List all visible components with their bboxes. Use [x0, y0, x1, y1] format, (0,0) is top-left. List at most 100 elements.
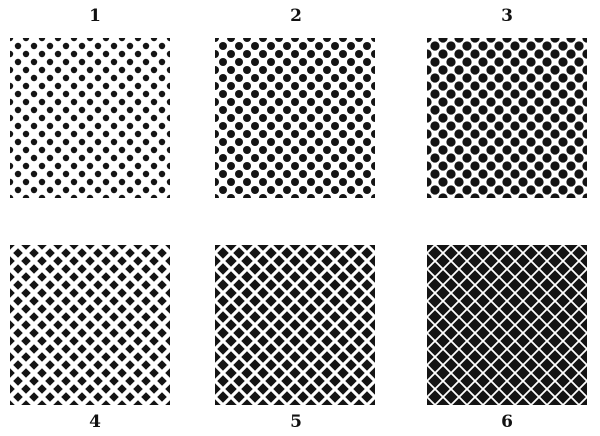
halftone-dot — [243, 114, 251, 122]
halftone-diamond — [321, 399, 333, 405]
halftone-dot — [542, 41, 552, 51]
halftone-dot — [54, 194, 62, 198]
halftone-diamond — [484, 366, 498, 380]
halftone-dot — [299, 138, 307, 146]
halftone-diamond — [69, 336, 79, 346]
halftone-diamond — [524, 246, 538, 260]
halftone-dot — [70, 98, 78, 106]
halftone-diamond — [540, 358, 554, 372]
halftone-diamond — [265, 247, 277, 259]
halftone-dot — [235, 186, 243, 194]
halftone-diamond — [117, 304, 127, 314]
halftone-diamond — [29, 376, 39, 386]
halftone-diamond — [257, 335, 269, 347]
halftone-diamond — [428, 294, 442, 308]
halftone-dot — [158, 90, 166, 98]
halftone-diamond — [157, 296, 167, 306]
halftone-diamond — [273, 245, 285, 251]
halftone-dot — [243, 130, 251, 138]
halftone-diamond — [10, 400, 15, 405]
halftone-diamond — [484, 318, 498, 332]
halftone-diamond — [500, 254, 514, 268]
halftone-diamond — [217, 375, 229, 387]
halftone-diamond — [305, 255, 317, 267]
halftone-dot — [94, 74, 102, 82]
halftone-dot — [62, 106, 70, 114]
halftone-diamond — [428, 246, 442, 260]
halftone-diamond — [436, 318, 450, 332]
halftone-dot — [150, 162, 158, 170]
label-2: 2 — [290, 6, 302, 26]
halftone-dot — [215, 98, 219, 106]
halftone-dot — [542, 89, 552, 99]
halftone-dot — [22, 38, 30, 42]
halftone-diamond — [217, 279, 229, 291]
halftone-diamond — [289, 271, 301, 283]
halftone-dot — [534, 113, 544, 123]
halftone-diamond — [428, 326, 442, 340]
halftone-diamond — [524, 294, 538, 308]
halftone-dot — [339, 194, 347, 198]
halftone-dot — [219, 170, 227, 178]
halftone-dot — [251, 186, 259, 194]
halftone-dot — [215, 82, 219, 90]
halftone-diamond — [452, 245, 466, 252]
halftone-dot — [54, 178, 62, 186]
halftone-dot — [323, 194, 331, 198]
halftone-diamond — [13, 376, 23, 386]
halftone-dot — [102, 194, 110, 198]
halftone-diamond — [444, 262, 458, 276]
halftone-dot — [227, 146, 235, 154]
halftone-diamond — [45, 296, 55, 306]
halftone-diamond — [500, 302, 514, 316]
halftone-dot — [94, 170, 102, 178]
halftone-dot — [94, 122, 102, 130]
halftone-diamond — [436, 334, 450, 348]
halftone-diamond — [540, 342, 554, 356]
halftone-dot — [494, 169, 504, 179]
halftone-diamond — [492, 294, 506, 308]
halftone-dot — [275, 38, 283, 42]
halftone-dot — [363, 42, 371, 50]
halftone-dot — [46, 122, 54, 130]
halftone-dot — [478, 185, 488, 195]
halftone-dot — [62, 42, 70, 50]
halftone-dot — [283, 90, 291, 98]
halftone-diamond — [265, 327, 277, 339]
halftone-dot — [46, 170, 54, 178]
halftone-pattern-3 — [427, 38, 587, 198]
halftone-dot — [30, 154, 38, 162]
halftone-dot — [518, 113, 528, 123]
halftone-dot — [566, 193, 576, 198]
halftone-dot — [126, 74, 134, 82]
halftone-dot — [363, 58, 371, 66]
halftone-diamond — [233, 279, 245, 291]
halftone-dot — [454, 97, 464, 107]
halftone-dot — [486, 129, 496, 139]
halftone-dot — [478, 73, 488, 83]
halftone-diamond — [21, 272, 31, 282]
halftone-dot — [339, 38, 347, 42]
halftone-diamond — [61, 264, 71, 274]
halftone-diamond — [233, 263, 245, 275]
halftone-dot — [251, 122, 259, 130]
halftone-diamond — [345, 391, 357, 403]
halftone-dot — [14, 170, 22, 178]
halftone-dot — [291, 50, 299, 58]
halftone-diamond — [29, 248, 39, 258]
halftone-diamond — [133, 288, 143, 298]
halftone-diamond — [157, 344, 167, 354]
halftone-dot — [307, 178, 315, 186]
halftone-diamond — [516, 318, 530, 332]
halftone-diamond — [257, 271, 269, 283]
halftone-diamond — [516, 254, 530, 268]
halftone-dot — [142, 74, 150, 82]
halftone-pattern-2 — [215, 38, 375, 198]
halftone-diamond — [101, 304, 111, 314]
halftone-dot — [438, 161, 448, 171]
halftone-diamond — [233, 375, 245, 387]
halftone-diamond — [556, 326, 570, 340]
halftone-diamond — [345, 263, 357, 275]
halftone-diamond — [427, 334, 434, 348]
halftone-diamond — [13, 248, 23, 258]
